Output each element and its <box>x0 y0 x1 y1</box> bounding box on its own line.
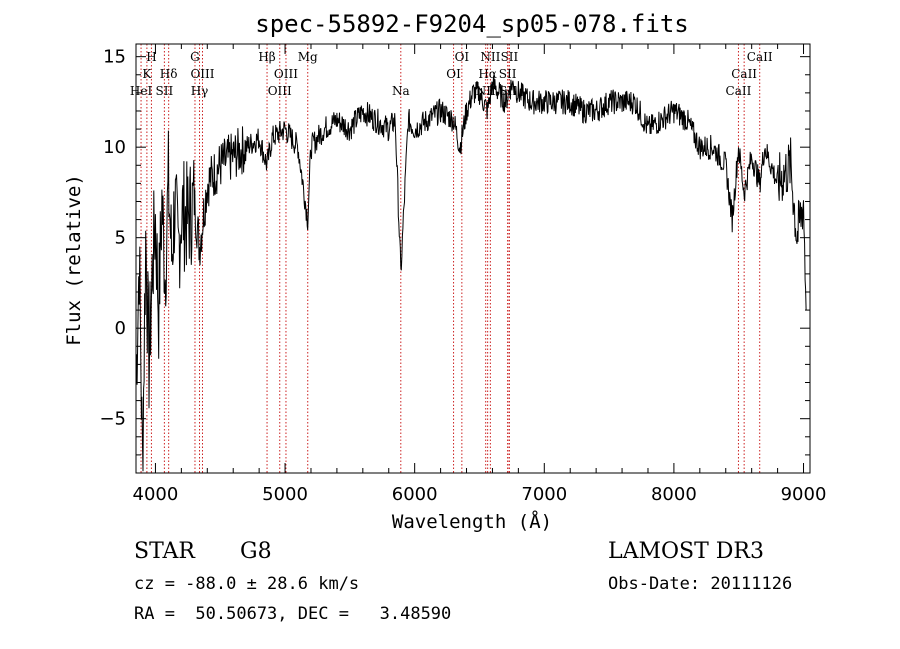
line-label-1: K <box>142 67 152 81</box>
line-label-21: CaII <box>747 50 773 64</box>
line-label-3: SII <box>156 84 174 98</box>
x-tick-label-4: 8000 <box>651 484 697 505</box>
line-label-7: Hγ <box>191 84 209 98</box>
coordinates: RA = 50.50673, DEC = 3.48590 <box>134 604 451 624</box>
x-tick-label-3: 7000 <box>521 484 567 505</box>
line-label-14: OI <box>446 67 461 81</box>
line-label-10: OIII <box>268 84 292 98</box>
y-tick-label-0: −5 <box>99 409 126 430</box>
redshift-cz: cz = -88.0 ± 28.6 km/s <box>134 574 359 594</box>
line-label-9: OIII <box>274 67 298 81</box>
x-tick-label-0: 4000 <box>133 484 179 505</box>
observation-date: Obs-Date: 20111126 <box>608 574 792 594</box>
x-axis-label: Wavelength (Å) <box>392 510 552 533</box>
line-label-4: Hδ <box>160 67 178 81</box>
y-tick-label-3: 10 <box>103 137 126 158</box>
spectrum-line <box>135 75 807 472</box>
y-tick-label-2: 5 <box>115 228 126 249</box>
y-tick-label-1: 0 <box>115 318 126 339</box>
line-label-15: NII <box>480 50 500 64</box>
y-tick-label-4: 15 <box>103 47 126 68</box>
line-label-18: SII <box>499 67 517 81</box>
line-label-22: CaII <box>731 67 757 81</box>
line-label-12: Na <box>392 84 410 98</box>
plot-frame <box>135 43 811 474</box>
chart-title: spec-55892-F9204_sp05-078.fits <box>255 10 688 38</box>
object-class: STAR <box>134 539 196 564</box>
x-tick-label-1: 5000 <box>262 484 308 505</box>
line-label-11: Mg <box>298 50 318 64</box>
line-label-6: OIII <box>190 67 214 81</box>
y-axis-label: Flux (relative) <box>63 174 85 346</box>
x-axis-ticks: 4000 5000 6000 7000 8000 9000 <box>133 44 827 505</box>
line-label-17: Hα <box>478 67 497 81</box>
line-label-0: H <box>146 50 156 64</box>
x-tick-label-2: 6000 <box>392 484 438 505</box>
y-axis-ticks: −5 0 5 10 15 <box>99 47 810 456</box>
line-label-13: OI <box>455 50 470 64</box>
object-subclass: G8 <box>240 539 272 564</box>
line-label-23: CaII <box>726 84 752 98</box>
line-label-16: SII <box>501 50 519 64</box>
line-label-2: HeI <box>130 84 153 98</box>
line-label-5: G <box>190 50 200 64</box>
survey-name: LAMOST DR3 <box>608 539 764 564</box>
x-tick-label-5: 9000 <box>781 484 827 505</box>
line-label-8: Hβ <box>258 50 275 64</box>
